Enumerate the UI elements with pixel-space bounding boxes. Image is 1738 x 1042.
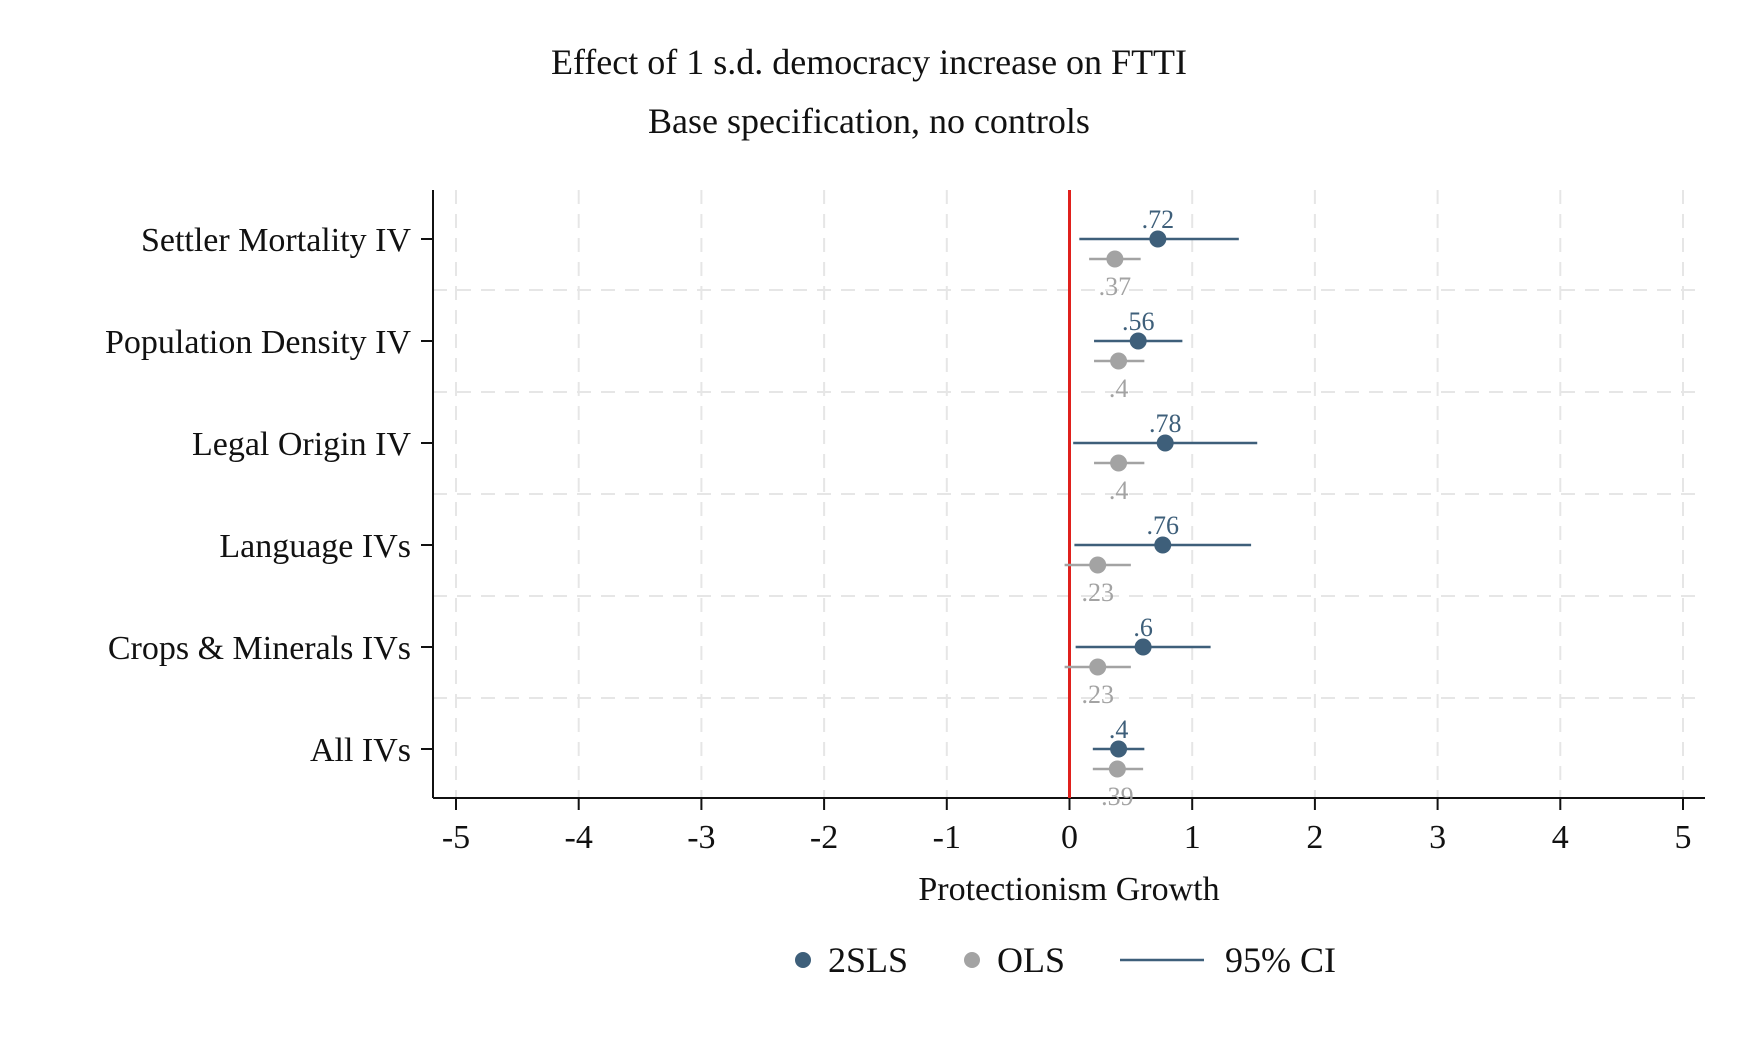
x-tick-label: -3 <box>687 819 715 856</box>
y-category-label: Crops & Minerals IVs <box>108 630 411 667</box>
point-ols <box>1106 250 1124 268</box>
point-2sls <box>1110 740 1128 758</box>
x-tick-label: 2 <box>1306 819 1323 856</box>
chart-title: Effect of 1 s.d. democracy increase on F… <box>551 42 1187 82</box>
point-ols <box>1089 556 1107 574</box>
point-2sls <box>1156 434 1174 452</box>
plot-area: -5 -4 -3 -2 -1 0 1 2 3 4 5 Settler Mortality IV .72.… <box>105 190 1705 856</box>
x-tick-label: -4 <box>565 819 593 856</box>
x-tick-label: 3 <box>1429 819 1446 856</box>
y-category-label: Language IVs <box>219 528 411 565</box>
legend-2sls-label: 2SLS <box>828 940 908 980</box>
value-label-2sls: .56 <box>1122 307 1155 336</box>
y-category-label: All IVs <box>310 732 411 769</box>
point-ols <box>1089 658 1107 676</box>
legend-ci-label: 95% CI <box>1225 940 1336 980</box>
x-axis-label: Protectionism Growth <box>918 871 1219 908</box>
x-tick-label: 1 <box>1184 819 1201 856</box>
point-2sls <box>1154 536 1172 554</box>
y-category-label: Population Density IV <box>105 324 411 361</box>
value-label-ols: .23 <box>1081 578 1114 607</box>
point-2sls <box>1129 332 1147 350</box>
y-category-label: Settler Mortality IV <box>141 222 412 259</box>
x-tick-label: 5 <box>1675 819 1692 856</box>
point-2sls <box>1134 638 1152 656</box>
point-2sls <box>1149 230 1167 248</box>
chart-subtitle: Base specification, no controls <box>648 101 1090 141</box>
point-ols <box>1108 760 1126 778</box>
x-tick-label: 4 <box>1552 819 1569 856</box>
point-ols <box>1110 352 1128 370</box>
value-label-2sls: .6 <box>1133 613 1153 642</box>
value-label-2sls: .76 <box>1147 511 1180 540</box>
x-tick-label: -2 <box>810 819 838 856</box>
point-ols <box>1110 454 1128 472</box>
legend-ols-marker <box>964 952 980 968</box>
value-label-2sls: .78 <box>1149 409 1182 438</box>
x-tick-label: -1 <box>933 819 961 856</box>
value-label-ols: .37 <box>1099 272 1132 301</box>
value-label-ols: .4 <box>1109 476 1129 505</box>
legend-2sls-marker <box>795 952 811 968</box>
value-label-2sls: .4 <box>1109 715 1129 744</box>
y-category-label: Legal Origin IV <box>192 426 411 463</box>
value-label-ols: .39 <box>1101 782 1134 811</box>
value-label-ols: .4 <box>1109 374 1129 403</box>
x-tick-label: -5 <box>442 819 470 856</box>
value-label-2sls: .72 <box>1142 205 1175 234</box>
legend-ols-label: OLS <box>997 940 1065 980</box>
value-label-ols: .23 <box>1081 680 1114 709</box>
legend: 2SLS OLS 95% CI <box>795 940 1336 980</box>
x-tick-label: 0 <box>1061 819 1078 856</box>
